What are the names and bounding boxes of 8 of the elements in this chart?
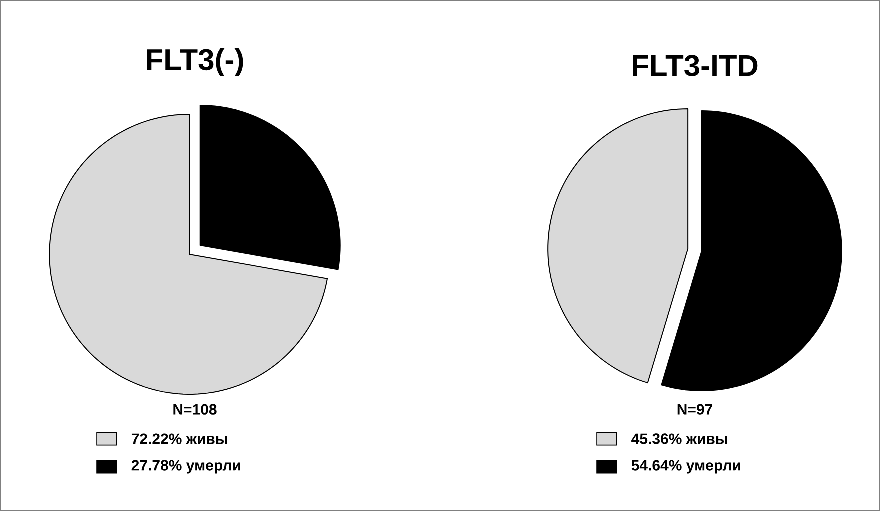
legend-label: 54.64% умерли — [632, 460, 740, 474]
text: N=97 — [678, 404, 712, 415]
chart-title: FLT3-ITD — [633, 55, 758, 76]
chart-title: FLT3(-) — [147, 48, 244, 76]
text: N=108 — [174, 404, 217, 415]
legend-label: 72.22% живы — [132, 434, 228, 444]
legend-label: 45.36% живы — [632, 434, 728, 444]
legend-label: 27.78% умерли — [132, 460, 240, 474]
